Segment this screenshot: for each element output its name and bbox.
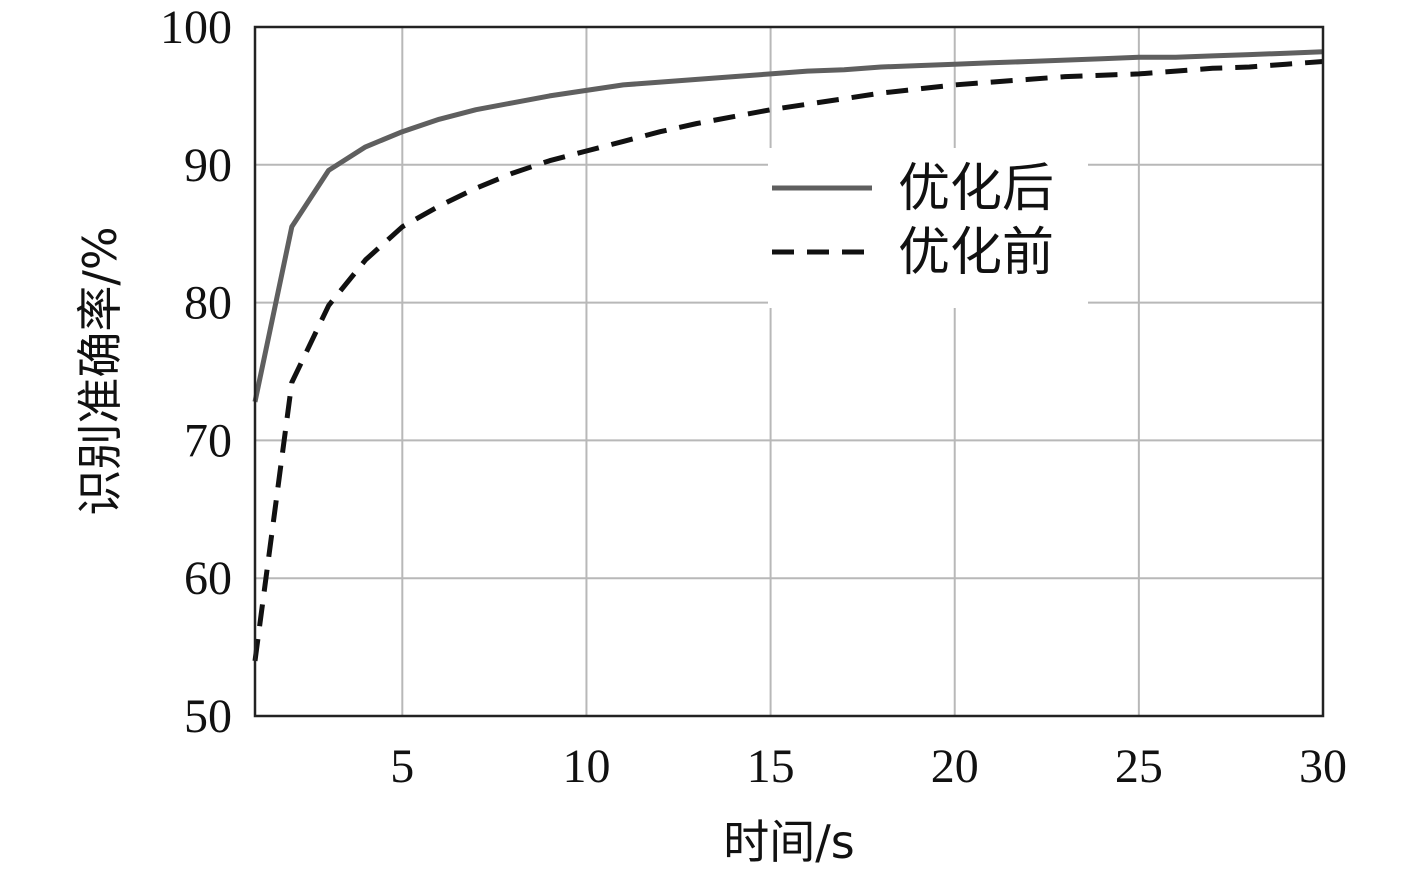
series-lines xyxy=(252,49,1324,662)
x-tick-label: 15 xyxy=(747,740,795,793)
x-tick-labels: 5 10 15 20 25 30 xyxy=(390,740,1347,793)
series-line-1 xyxy=(252,49,1324,403)
grid-lines xyxy=(255,27,1323,716)
y-tick-label: 90 xyxy=(184,139,232,192)
x-tick-label: 25 xyxy=(1115,740,1163,793)
legend-label-2: 优化前 xyxy=(898,223,1054,283)
y-tick-label: 70 xyxy=(184,414,232,467)
legend-label-1: 优化后 xyxy=(898,159,1054,219)
y-tick-label: 80 xyxy=(184,277,232,330)
y-axis-title: 识别准确率/% xyxy=(73,226,127,515)
series-line-2 xyxy=(252,59,1324,662)
x-axis-title: 时间/s xyxy=(723,815,854,869)
y-tick-labels: 50 60 70 80 90 100 xyxy=(160,1,232,743)
x-tick-label: 30 xyxy=(1299,740,1347,793)
x-tick-label: 20 xyxy=(931,740,979,793)
x-tick-label: 5 xyxy=(390,740,414,793)
legend-background xyxy=(768,148,1088,308)
plot-frame xyxy=(253,25,1325,718)
x-tick-label: 10 xyxy=(562,740,610,793)
y-tick-label: 50 xyxy=(184,690,232,743)
y-tick-label: 60 xyxy=(184,552,232,605)
y-tick-label: 100 xyxy=(160,1,232,54)
